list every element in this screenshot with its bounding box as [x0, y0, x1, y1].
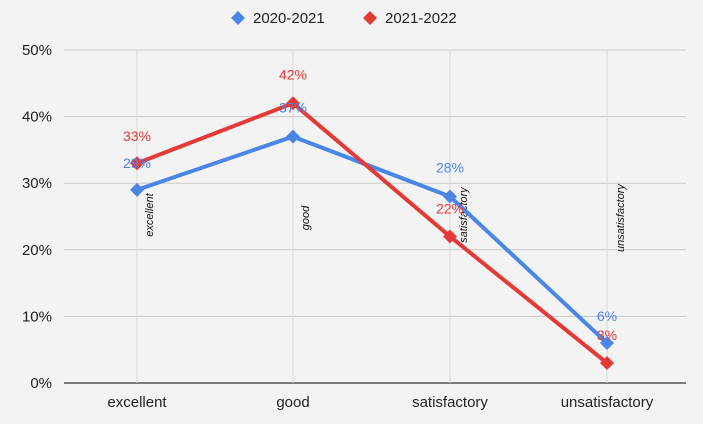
legend-entry: 2021-2022	[385, 10, 457, 27]
x-tick-label: satisfactory	[412, 394, 488, 411]
x-tick-label: unsatisfactory	[561, 394, 654, 411]
data-label: 28%	[436, 160, 464, 176]
y-tick-label: 0%	[30, 375, 52, 392]
x-tick-label: good	[276, 394, 309, 411]
data-point	[443, 189, 457, 204]
data-label: 29%	[123, 155, 151, 171]
y-tick-label: 10%	[22, 308, 52, 325]
y-tick-label: 30%	[22, 175, 52, 192]
data-label: 33%	[123, 128, 151, 144]
y-tick-label: 50%	[22, 42, 52, 59]
x-tick-label: excellent	[107, 394, 167, 411]
data-point	[286, 96, 300, 111]
grid	[64, 49, 686, 384]
data-point	[130, 182, 144, 197]
data-label: 6%	[597, 308, 617, 324]
category-annotation: good	[300, 205, 312, 230]
category-annotation: satisfactory	[458, 186, 470, 243]
data-point	[286, 129, 300, 144]
legend: 2020-2021 2021-2022	[231, 10, 457, 27]
data-label: 22%	[436, 200, 464, 216]
legend-marker	[363, 11, 377, 25]
legend-marker	[231, 11, 245, 25]
data-point	[130, 156, 144, 171]
y-tick-label: 20%	[22, 242, 52, 259]
series-line	[135, 134, 609, 346]
y-tick-label: 40%	[22, 109, 52, 126]
data-label: 3%	[597, 327, 617, 343]
annotations: excellent good satisfactory unsatisfactory	[144, 183, 627, 252]
series-line	[135, 101, 609, 366]
data-point	[600, 356, 614, 371]
data-label: 42%	[279, 66, 307, 82]
data-point	[600, 336, 614, 351]
axes: 0% 10% 20% 30% 40% 50% excellent good satisfacto…	[22, 42, 654, 411]
data-label: 37%	[279, 100, 307, 116]
legend-entry: 2020-2021	[253, 10, 325, 27]
series	[130, 96, 614, 371]
data-point	[443, 229, 457, 244]
data-labels: 29% 37% 28% 6% 33% 42% 22% 3%	[123, 66, 617, 343]
category-annotation: unsatisfactory	[615, 183, 627, 252]
category-annotation: excellent	[144, 192, 156, 236]
